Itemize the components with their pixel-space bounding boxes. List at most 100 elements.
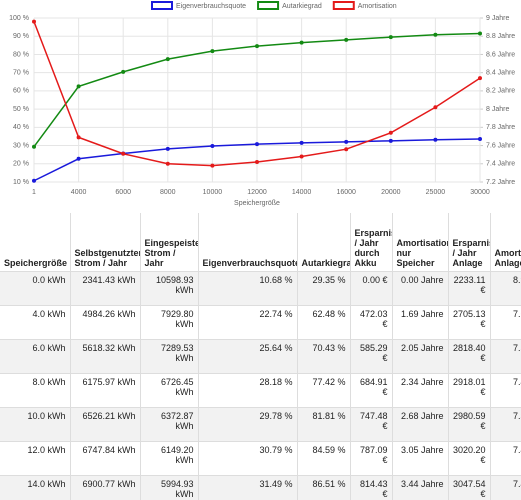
x-tick-label: 12000 <box>247 189 267 196</box>
table-cell: 6372.87 kWh <box>140 407 199 442</box>
y2-tick-label: 7.4 Jahre <box>486 161 515 168</box>
point <box>165 57 170 62</box>
point <box>210 163 215 168</box>
table-cell: 25.64 % <box>198 339 298 374</box>
y-tick-label: 70 % <box>13 70 29 77</box>
table-cell: 10598.93 kWh <box>140 271 199 306</box>
point <box>165 146 170 151</box>
point <box>478 136 482 141</box>
table-cell: 10.0 kWh <box>0 407 71 442</box>
table-cell: 7.69 Jahre <box>490 305 521 340</box>
table-cell: 2818.40 € <box>448 339 491 374</box>
y-tick-label: 100 % <box>9 15 29 22</box>
table-row: 12.0 kWh 6747.84 kWh 6149.20 kWh 30.79 % 84.… <box>0 441 521 476</box>
y-tick-label: 30 % <box>13 142 29 149</box>
x-axis-title: Speichergröße <box>234 200 280 207</box>
table-cell: 0.00 Jahre <box>392 271 449 306</box>
table-cell: 6526.21 kWh <box>70 407 141 442</box>
table-cell: 29.78 % <box>198 407 298 442</box>
table-cell: 28.18 % <box>198 373 298 408</box>
header-cell: Amortisation nur Speicher <box>392 213 449 272</box>
table-cell: 22.74 % <box>198 305 298 340</box>
table-cell: 814.43 € <box>350 475 393 500</box>
point <box>165 161 170 166</box>
point <box>121 151 126 156</box>
table-body: 0.0 kWh 2341.43 kWh 10598.93 kWh 10.68 % 29.… <box>0 271 521 500</box>
table-row: 10.0 kWh 6526.21 kWh 6372.87 kWh 29.78 % 81.… <box>0 407 521 442</box>
table-cell: 2341.43 kWh <box>70 271 141 306</box>
table-cell: 7.42 Jahre <box>490 441 521 476</box>
y2-tick-label: 7.2 Jahre <box>486 179 515 186</box>
table-cell: 8.0 kWh <box>0 373 71 408</box>
table-cell: 2.68 Jahre <box>392 407 449 442</box>
table-cell: 7.38 Jahre <box>490 407 521 442</box>
table-cell: 472.03 € <box>350 305 393 340</box>
point <box>299 40 304 45</box>
y2-tick-label: 8.4 Jahre <box>486 70 515 77</box>
y2-tick-label: 8.2 Jahre <box>486 88 515 95</box>
table-row: 8.0 kWh 6175.97 kWh 6726.45 kWh 28.18 % 77.4… <box>0 373 521 408</box>
point <box>32 19 36 24</box>
table-cell: 30.79 % <box>198 441 298 476</box>
table-cell: 7.40 Jahre <box>490 373 521 408</box>
legend-swatch <box>151 1 173 10</box>
y2-tick-label: 7.8 Jahre <box>486 124 515 131</box>
point <box>121 69 126 74</box>
table-cell: 6149.20 kWh <box>140 441 199 476</box>
point <box>76 156 81 161</box>
table-cell: 2705.13 € <box>448 305 491 340</box>
x-tick-label: 4000 <box>71 189 87 196</box>
point <box>344 139 349 144</box>
x-tick-label: 10000 <box>203 189 223 196</box>
y2-tick-label: 8 Jahre <box>486 106 509 113</box>
point <box>344 37 349 42</box>
table-cell: 7.48 Jahre <box>490 475 521 500</box>
x-tick-label: 30000 <box>470 189 490 196</box>
y-tick-label: 80 % <box>13 51 29 58</box>
table-wrap: Speichergröße Selbstgenutzter Strom / Jah… <box>0 213 521 500</box>
table-cell: 77.42 % <box>297 373 351 408</box>
table-cell: 0.00 € <box>350 271 393 306</box>
table-cell: 8.96 Jahre <box>490 271 521 306</box>
table: Speichergröße Selbstgenutzter Strom / Jah… <box>0 213 521 500</box>
table-cell: 2.05 Jahre <box>392 339 449 374</box>
table-cell: 29.35 % <box>297 271 351 306</box>
header-cell: Amortisation Anlage <box>490 213 521 272</box>
table-cell: 81.81 % <box>297 407 351 442</box>
table-cell: 14.0 kWh <box>0 475 71 500</box>
table-cell: 747.48 € <box>350 407 393 442</box>
point <box>299 140 304 145</box>
table-cell: 10.68 % <box>198 271 298 306</box>
table-cell: 2918.01 € <box>448 373 491 408</box>
point <box>32 144 36 149</box>
point <box>76 84 81 89</box>
x-tick-label: 8000 <box>160 189 176 196</box>
table-cell: 2.34 Jahre <box>392 373 449 408</box>
table-cell: 62.48 % <box>297 305 351 340</box>
header-cell: Selbstgenutzter Strom / Jahr <box>70 213 141 272</box>
table-cell: 3.05 Jahre <box>392 441 449 476</box>
legend-label: Autarkiegrad <box>282 3 322 10</box>
point <box>478 76 482 81</box>
table-cell: 787.09 € <box>350 441 393 476</box>
point <box>433 32 438 37</box>
table-cell: 6900.77 kWh <box>70 475 141 500</box>
table-cell: 4.0 kWh <box>0 305 71 340</box>
table-cell: 7.51 Jahre <box>490 339 521 374</box>
table-cell: 585.29 € <box>350 339 393 374</box>
table-cell: 6747.84 kWh <box>70 441 141 476</box>
x-tick-label: 1 <box>32 189 36 196</box>
y-tick-label: 90 % <box>13 33 29 40</box>
header-cell: Eigenverbrauchsquote <box>198 213 298 272</box>
table-cell: 2980.59 € <box>448 407 491 442</box>
x-tick-label: 14000 <box>292 189 312 196</box>
table-row: 0.0 kWh 2341.43 kWh 10598.93 kWh 10.68 % 29.… <box>0 271 521 306</box>
point <box>210 143 215 148</box>
table-row: 14.0 kWh 6900.77 kWh 5994.93 kWh 31.49 % 86.… <box>0 475 521 500</box>
point <box>433 105 438 110</box>
y2-tick-label: 8.6 Jahre <box>486 51 515 58</box>
point <box>210 49 215 54</box>
header-cell: Autarkiegrad <box>297 213 351 272</box>
point <box>255 44 259 49</box>
table-cell: 5618.32 kWh <box>70 339 141 374</box>
